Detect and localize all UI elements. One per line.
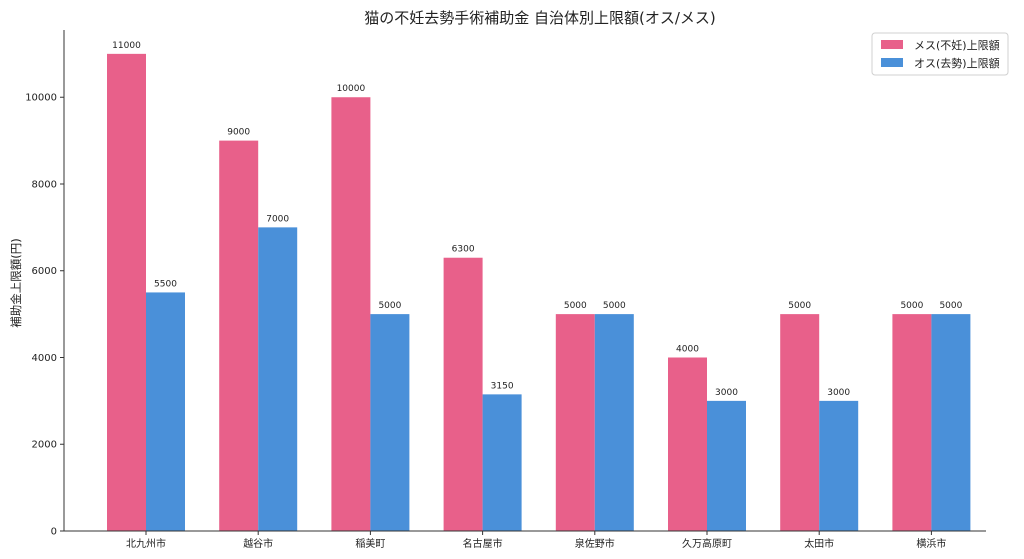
- y-tick-label: 0: [51, 527, 57, 538]
- data-labels-layer: 11000 5500 9000 7000 10000 5000 6300 3150 5000 50…: [112, 41, 962, 398]
- ticks-layer: 北九州市 越谷市 稲美町 名古屋市 泉佐野市 久万高原町 太田市 横浜市 0 2000 4000 60…: [25, 93, 946, 550]
- bar-female-6: [780, 314, 820, 531]
- x-tick-label: 稲美町: [355, 537, 385, 550]
- legend-frame: [871, 32, 1009, 76]
- x-tick-label: 名古屋市: [463, 537, 503, 550]
- x-tick-label: 久万高原町: [682, 537, 732, 550]
- data-label-female-6: 5000: [788, 301, 811, 311]
- bar-female-1: [219, 140, 259, 531]
- bars-layer: [107, 53, 971, 531]
- bar-male-5: [707, 400, 746, 531]
- data-label-male-0: 5500: [154, 279, 177, 289]
- x-tick-label: 泉佐野市: [575, 537, 615, 550]
- data-label-male-2: 5000: [378, 301, 401, 311]
- bar-female-0: [107, 53, 146, 531]
- legend-label-male: オス(去勢)上限額: [914, 56, 1000, 70]
- data-label-male-5: 3000: [715, 388, 738, 398]
- bar-female-2: [331, 97, 371, 531]
- bar-male-7: [931, 314, 971, 531]
- data-label-male-3: 3150: [491, 381, 514, 391]
- chart-title: 猫の不妊去勢手術補助金 自治体別上限額(オス/メス): [364, 9, 716, 27]
- bar-male-1: [258, 227, 298, 531]
- bar-female-3: [443, 257, 483, 531]
- data-label-male-4: 5000: [603, 301, 626, 311]
- axes-layer: [63, 30, 986, 532]
- y-tick-label: 6000: [32, 266, 57, 277]
- bar-female-4: [555, 314, 595, 531]
- x-tick-label: 越谷市: [243, 537, 273, 550]
- data-label-male-1: 7000: [266, 214, 289, 224]
- data-label-female-4: 5000: [564, 301, 587, 311]
- bar-male-6: [819, 400, 859, 531]
- bar-male-2: [370, 314, 410, 531]
- x-tick-label: 太田市: [804, 537, 834, 550]
- legend: メス(不妊)上限額 オス(去勢)上限額: [871, 32, 1009, 76]
- bar-male-3: [482, 394, 522, 531]
- y-tick-label: 8000: [32, 179, 57, 190]
- data-label-female-5: 4000: [676, 344, 699, 354]
- y-axis-label: 補助金上限額(円): [9, 238, 23, 327]
- y-tick-label: 4000: [32, 353, 57, 364]
- data-label-female-3: 6300: [452, 245, 475, 255]
- legend-label-female: メス(不妊)上限額: [914, 38, 1000, 52]
- bar-male-4: [594, 314, 634, 531]
- x-tick-label: 横浜市: [916, 537, 946, 550]
- data-label-male-7: 5000: [939, 301, 962, 311]
- bar-female-5: [668, 357, 707, 531]
- data-label-female-7: 5000: [900, 301, 923, 311]
- bar-male-0: [146, 292, 185, 531]
- bar-female-7: [892, 314, 932, 531]
- x-tick-label: 北九州市: [126, 537, 166, 550]
- data-label-female-1: 9000: [227, 128, 250, 138]
- y-tick-label: 2000: [32, 440, 57, 451]
- data-label-female-2: 10000: [337, 84, 366, 94]
- legend-swatch-male: [881, 58, 903, 67]
- y-tick-label: 10000: [25, 93, 57, 104]
- data-label-male-6: 3000: [827, 388, 850, 398]
- legend-swatch-female: [881, 40, 903, 49]
- data-label-female-0: 11000: [112, 41, 141, 51]
